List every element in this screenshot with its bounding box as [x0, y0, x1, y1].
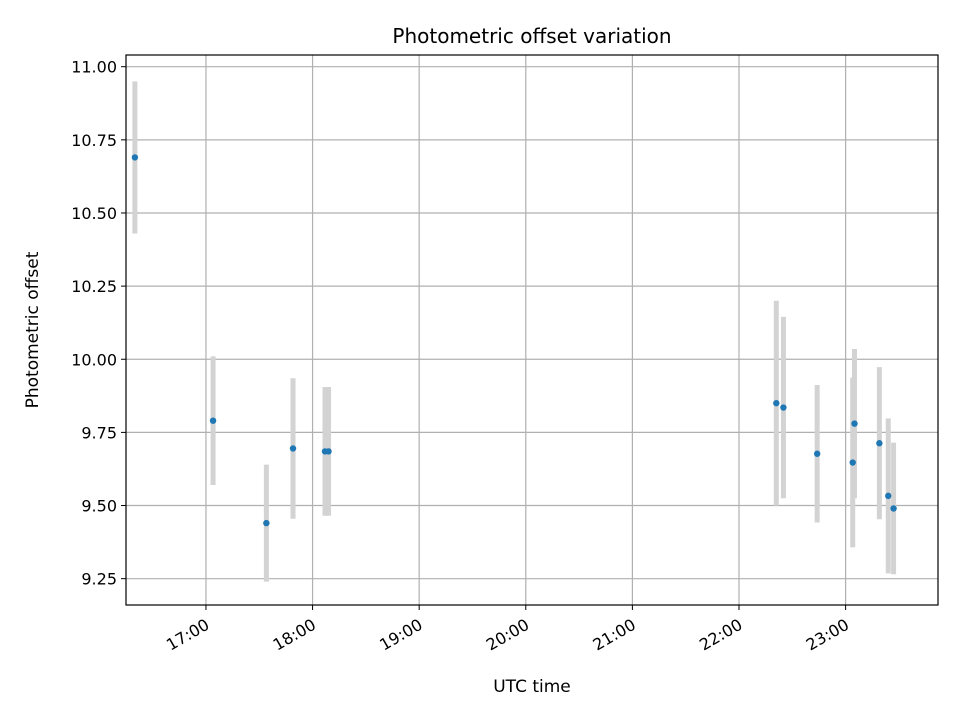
data-points	[131, 154, 897, 527]
plot-frame	[125, 54, 939, 606]
y-tick-label: 10.00	[71, 350, 117, 369]
data-point	[209, 417, 217, 424]
data-point	[851, 420, 858, 427]
data-point	[325, 448, 332, 455]
chart-title: Photometric offset variation	[392, 24, 671, 48]
data-point	[849, 459, 856, 466]
data-point	[131, 154, 139, 161]
y-tick-label: 9.50	[81, 497, 117, 516]
y-tick-label: 9.75	[81, 423, 117, 442]
y-tick-label: 10.50	[71, 204, 117, 223]
x-axis-label: UTC time	[493, 677, 571, 697]
data-point	[885, 492, 892, 500]
data-point	[890, 505, 897, 512]
y-axis-label: Photometric offset	[23, 251, 43, 408]
data-point	[780, 404, 787, 411]
grid-lines	[126, 55, 938, 605]
data-point	[813, 450, 821, 457]
data-point	[289, 445, 297, 452]
y-axis-ticks: 9.25 9.50 9.75 10.00 10.25 10.50 10.75 11.00	[71, 58, 126, 589]
data-point	[263, 519, 270, 527]
data-point	[773, 399, 780, 407]
y-tick-label: 11.00	[71, 58, 117, 77]
data-point	[876, 440, 883, 447]
y-tick-label: 10.25	[71, 277, 117, 296]
y-tick-label: 10.75	[71, 131, 117, 150]
y-tick-label: 9.25	[81, 570, 117, 589]
